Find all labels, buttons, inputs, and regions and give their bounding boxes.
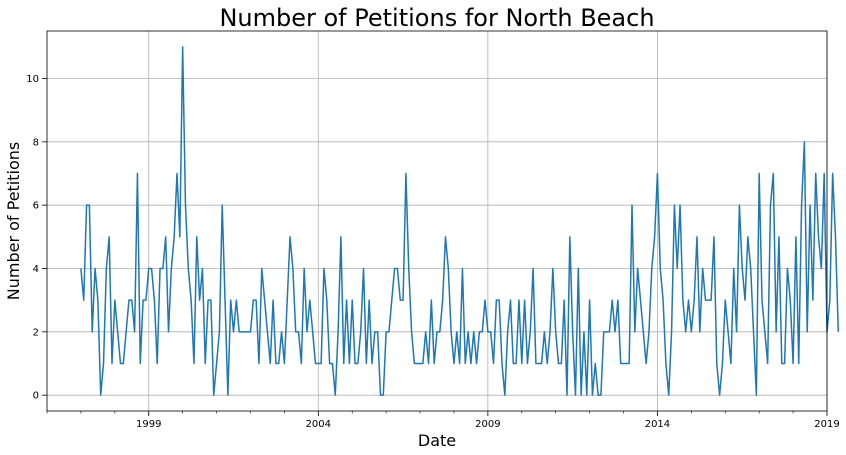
y-tick-label: 10: [26, 74, 39, 85]
x-tick-label: 2019: [814, 419, 839, 430]
x-tick-label: 2014: [645, 419, 670, 430]
y-tick-label: 4: [33, 264, 39, 275]
plot-frame: [46, 30, 828, 412]
series-line: [80, 46, 840, 396]
x-tick-label: 2004: [306, 419, 331, 430]
y-tick-label: 0: [33, 391, 39, 402]
x-axis-label: Date: [418, 431, 456, 450]
y-axis-label: Number of Petitions: [4, 142, 23, 301]
grid: [47, 31, 828, 411]
chart-title: Number of Petitions for North Beach: [219, 4, 654, 32]
ticks: 1999 2004 2009 2014 2019 0 2 4 6 8 10: [26, 74, 839, 430]
series-layer: [80, 46, 840, 396]
x-tick-label: 2009: [475, 419, 500, 430]
y-tick-label: 2: [33, 327, 39, 338]
y-tick-label: 6: [33, 201, 39, 212]
y-tick-label: 8: [33, 137, 39, 148]
x-tick-label: 1999: [136, 419, 161, 430]
